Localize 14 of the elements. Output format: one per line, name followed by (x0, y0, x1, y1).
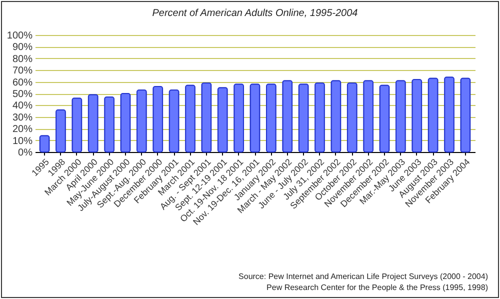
y-tick-label: 40% (12, 100, 33, 112)
chart-title: Percent of American Adults Online, 1995-2004 (152, 8, 358, 19)
y-tick-label: 30% (12, 112, 33, 124)
y-tick-label: 20% (12, 124, 33, 136)
text: Pew Research Center for the People & the Press (1995, 1998) (266, 282, 488, 293)
y-tick-label: 50% (12, 89, 33, 100)
y-tick-label: 60% (12, 77, 33, 88)
y-tick-label: 10% (12, 136, 33, 147)
y-tick-label: 0% (18, 148, 33, 158)
y-tick-label: 80% (12, 54, 33, 65)
source-note: Source: Pew Internet and American Life Project Surveys (2000 - 2004) (238, 271, 488, 282)
y-tick-label: 100% (6, 30, 33, 42)
y-tick-label: 90% (12, 42, 33, 54)
y-tick-label: 70% (12, 66, 33, 77)
